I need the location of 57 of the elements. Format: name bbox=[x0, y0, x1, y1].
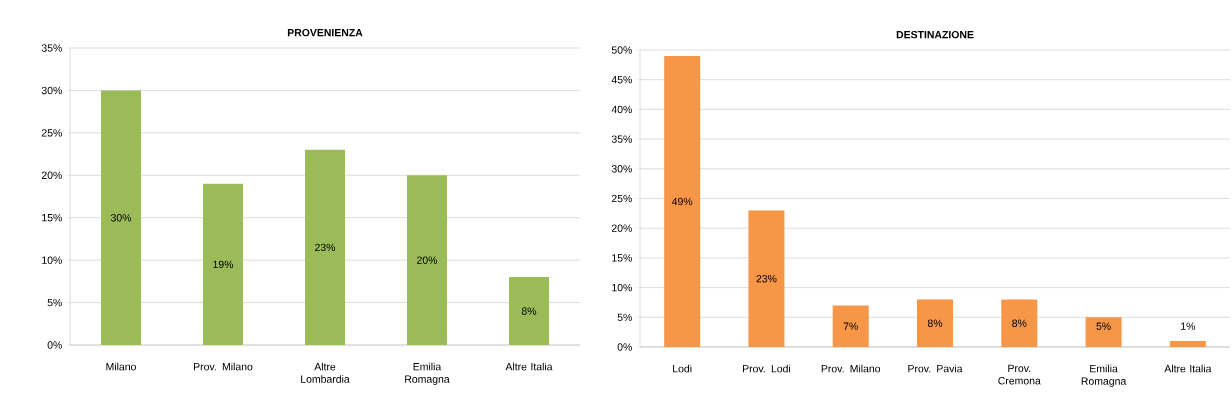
x-tick-label: Altre Italia bbox=[1164, 364, 1212, 373]
bar bbox=[203, 183, 243, 345]
data-label: 1% bbox=[1181, 322, 1196, 330]
x-tick-label: Prov. Milano bbox=[821, 364, 881, 373]
data-label: 7% bbox=[843, 322, 858, 330]
data-label: 8% bbox=[1012, 319, 1027, 327]
chart-title: PROVENIENZA bbox=[287, 28, 363, 37]
chart-title: DESTINAZIONE bbox=[896, 30, 974, 39]
y-tick-label: 25% bbox=[611, 194, 632, 203]
x-tick-label: Prov. Milano bbox=[194, 362, 253, 371]
data-label: 8% bbox=[927, 319, 943, 327]
data-label: 23% bbox=[315, 243, 336, 252]
bar bbox=[1169, 341, 1206, 347]
x-tick-label: Emilia Romagna bbox=[405, 362, 450, 385]
y-tick-label: 45% bbox=[611, 76, 632, 84]
data-label: 19% bbox=[213, 260, 234, 269]
data-label: 23% bbox=[756, 274, 777, 283]
x-tick-label: Prov. Lodi bbox=[742, 364, 791, 373]
y-tick-label: 30% bbox=[41, 86, 62, 95]
bar bbox=[832, 305, 869, 347]
data-label: 30% bbox=[110, 214, 132, 222]
bar bbox=[1001, 299, 1038, 347]
y-tick-label: 5% bbox=[617, 313, 632, 321]
bar bbox=[305, 149, 345, 345]
x-tick-label: Milano bbox=[106, 362, 136, 371]
y-tick-label: 35% bbox=[611, 135, 632, 143]
bar bbox=[917, 299, 954, 347]
y-tick-label: 10% bbox=[42, 256, 62, 264]
y-tick-label: 15% bbox=[42, 214, 62, 222]
bar bbox=[664, 55, 701, 347]
data-label: 8% bbox=[521, 307, 537, 315]
bar bbox=[101, 90, 141, 345]
x-tick-label: Altre Lombardia bbox=[301, 362, 350, 383]
y-tick-label: 30% bbox=[611, 165, 632, 173]
x-tick-label: Altre Italia bbox=[505, 362, 553, 371]
y-tick-label: 0% bbox=[47, 341, 62, 349]
bar bbox=[1085, 317, 1122, 347]
bar bbox=[748, 210, 785, 347]
y-tick-label: 35% bbox=[41, 44, 62, 52]
bar bbox=[509, 277, 549, 345]
y-tick-label: 15% bbox=[612, 254, 632, 262]
data-label: 5% bbox=[1096, 322, 1111, 330]
bar bbox=[407, 175, 447, 345]
y-tick-label: 40% bbox=[611, 105, 632, 114]
y-tick-label: 50% bbox=[611, 46, 632, 54]
data-label: 49% bbox=[671, 197, 693, 206]
x-tick-label: Lodi bbox=[673, 364, 692, 373]
y-tick-label: 5% bbox=[47, 298, 62, 307]
x-tick-label: Prov. Cremona bbox=[998, 364, 1041, 385]
y-tick-label: 0% bbox=[617, 343, 632, 351]
y-tick-label: 20% bbox=[611, 224, 632, 232]
x-tick-label: Prov. Pavia bbox=[908, 364, 963, 373]
y-tick-label: 10% bbox=[612, 283, 632, 292]
x-tick-label: Emilia Romagna bbox=[1081, 364, 1127, 387]
y-tick-label: 20% bbox=[41, 171, 62, 179]
data-label: 20% bbox=[417, 256, 438, 264]
y-tick-label: 25% bbox=[41, 129, 62, 137]
